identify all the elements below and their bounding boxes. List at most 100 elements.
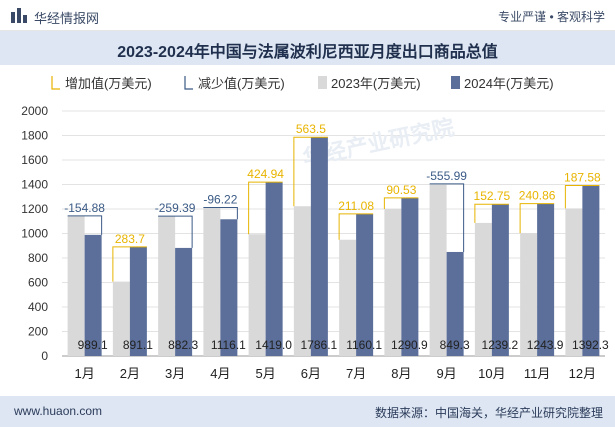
x-tick-label: 9月 — [437, 366, 457, 381]
value-label: 882.3 — [168, 338, 198, 352]
bar-2024 — [582, 185, 600, 356]
value-label: 1243.9 — [527, 338, 564, 352]
x-tick-label: 8月 — [391, 366, 411, 381]
change-label: 424.94 — [247, 167, 284, 181]
title-band — [0, 31, 615, 65]
value-label: 1419.0 — [255, 338, 292, 352]
bar-2024 — [265, 182, 283, 356]
legend-label-increase: 增加值(万美元) — [65, 76, 152, 91]
x-tick-label: 11月 — [524, 366, 551, 381]
change-label: 211.08 — [338, 199, 374, 213]
logo-icon — [11, 8, 27, 23]
x-tick-label: 3月 — [165, 366, 185, 381]
legend-label-series_2024: 2024年(万美元) — [464, 76, 554, 91]
bar-2024 — [537, 203, 555, 356]
y-tick-label: 400 — [28, 300, 48, 314]
decrease-bracket — [158, 215, 193, 248]
value-label: 1116.1 — [211, 338, 246, 352]
x-tick-label: 5月 — [256, 366, 276, 381]
change-label: 90.53 — [386, 183, 416, 197]
decrease-bracket — [429, 183, 465, 252]
footer-source: 数据来源：中国海关，华经产业研究院整理 — [374, 406, 603, 420]
bar-2024 — [446, 251, 464, 356]
y-tick-label: 600 — [28, 276, 48, 290]
bar-2023 — [520, 233, 538, 356]
x-tick-label: 2月 — [120, 366, 140, 381]
bar-2023 — [248, 234, 266, 356]
chart-title: 2023-2024年中国与法属波利尼西亚月度出口商品总值 — [117, 44, 498, 61]
change-label: -259.39 — [155, 201, 196, 215]
change-label: 152.75 — [474, 189, 511, 203]
bar-2023 — [67, 215, 85, 356]
legend-label-decrease: 减少值(万美元) — [198, 76, 285, 91]
x-tick-label: 1月 — [75, 366, 95, 381]
legend-swatch-increase — [51, 76, 60, 90]
bar-2024 — [310, 137, 328, 356]
increase-bracket — [519, 203, 555, 234]
change-label: -96.22 — [203, 192, 237, 206]
x-tick-label: 10月 — [478, 366, 505, 381]
change-label: 187.58 — [564, 170, 601, 184]
footer-band — [0, 396, 615, 427]
bar-2024 — [401, 197, 419, 356]
legend-label-series_2023: 2023年(万美元) — [331, 76, 421, 91]
bar-2023 — [429, 183, 447, 356]
bar-2023 — [112, 281, 130, 356]
increase-bracket — [293, 136, 328, 207]
bar-2024 — [175, 247, 193, 356]
increase-bracket — [383, 197, 419, 209]
site-name: 华经情报网 — [34, 11, 100, 26]
value-label: 1786.1 — [301, 338, 338, 352]
bar-2023 — [384, 208, 402, 356]
x-tick-label: 4月 — [210, 366, 230, 381]
decrease-bracket — [67, 215, 103, 235]
top-bar: 华经情报网 专业严谨 • 客观科学 — [0, 0, 615, 31]
decrease-bracket — [203, 206, 238, 220]
bar-2023 — [158, 216, 176, 356]
increase-bracket — [112, 246, 147, 282]
change-label: 240.86 — [519, 189, 556, 203]
y-tick-label: 200 — [28, 325, 48, 339]
increase-bracket — [248, 181, 283, 235]
increase-bracket — [474, 203, 509, 223]
y-tick-label: 1400 — [21, 178, 48, 192]
bar-2024 — [84, 234, 102, 356]
x-tick-label: 7月 — [346, 366, 366, 381]
bar-2023 — [474, 222, 492, 356]
legend-swatch-series_2023 — [318, 76, 327, 89]
x-tick-label: 12月 — [569, 366, 596, 381]
bar-2023 — [293, 206, 311, 356]
bar-2023 — [203, 207, 221, 356]
y-tick-label: 2000 — [21, 104, 48, 118]
value-label: 1160.1 — [346, 338, 382, 352]
bar-2024 — [356, 213, 374, 356]
y-tick-label: 0 — [41, 349, 48, 363]
bar-2024 — [220, 219, 238, 356]
value-label: 891.1 — [123, 338, 153, 352]
y-tick-label: 800 — [28, 251, 48, 265]
value-label: 1392.3 — [572, 338, 609, 352]
legend-swatch-series_2024 — [451, 76, 460, 89]
chart: 增加值(万美元) 减少值(万美元) 2023年(万美元) 2024年(万美元) 0 200… — [21, 76, 609, 381]
footer-url[interactable]: www.huaon.com — [14, 404, 103, 418]
change-label: -154.88 — [64, 201, 105, 215]
increase-bracket — [564, 184, 600, 209]
bar-2023 — [339, 239, 357, 356]
tagline: 专业严谨 • 客观科学 — [498, 10, 605, 24]
value-label: 1290.9 — [391, 338, 428, 352]
change-label: 283.7 — [115, 232, 145, 246]
change-label: -555.99 — [426, 169, 467, 183]
y-tick-label: 1200 — [21, 202, 48, 216]
y-tick-label: 1000 — [21, 227, 48, 241]
y-tick-label: 1800 — [21, 129, 48, 143]
y-tick-label: 1600 — [21, 153, 48, 167]
change-label: 563.5 — [296, 122, 326, 136]
increase-bracket — [338, 213, 374, 240]
bar-2023 — [565, 208, 583, 356]
value-label: 1239.2 — [482, 338, 519, 352]
value-label: 989.1 — [78, 338, 108, 352]
value-label: 849.3 — [440, 338, 470, 352]
legend-swatch-decrease — [184, 76, 193, 90]
bar-2024 — [491, 204, 509, 356]
